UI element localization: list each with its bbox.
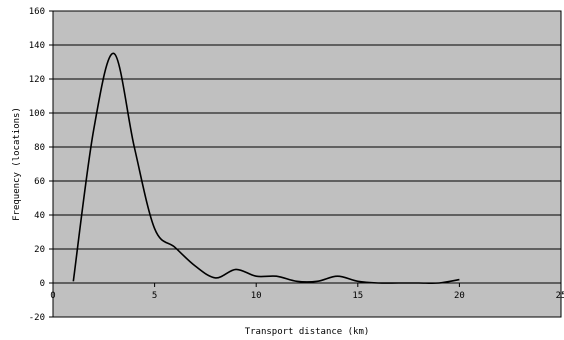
y-tick-label: 120 <box>29 75 45 85</box>
y-tick-label: 100 <box>29 109 45 119</box>
y-tick-label: 160 <box>29 7 45 17</box>
y-tick-label: 40 <box>34 211 45 221</box>
y-tick-label: 20 <box>34 245 45 255</box>
y-tick-label: -20 <box>29 313 45 323</box>
x-tick-label: 15 <box>352 291 363 301</box>
y-axis-label: Frequency (locations) <box>12 107 22 221</box>
x-tick-label: 5 <box>152 291 157 301</box>
x-tick-label: 20 <box>454 291 465 301</box>
y-tick-label: 80 <box>34 143 45 153</box>
x-tick-label: 0 <box>50 291 55 301</box>
x-tick-label: 10 <box>251 291 262 301</box>
series-line <box>72 52 460 285</box>
x-tick-label: 25 <box>556 291 564 301</box>
y-tick-label: 60 <box>34 177 45 187</box>
x-axis-label: Transport distance (km) <box>245 327 370 337</box>
y-tick-label: 140 <box>29 41 45 51</box>
plot-area <box>52 10 562 318</box>
y-tick-label: 0 <box>40 279 45 289</box>
